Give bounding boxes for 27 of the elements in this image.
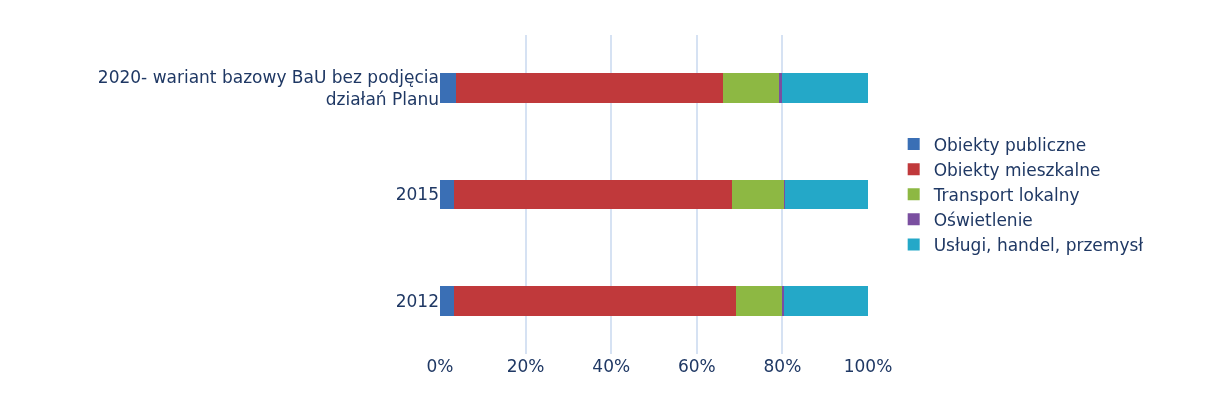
bar: [784, 179, 868, 210]
y-tick-label: 2015: [395, 184, 439, 205]
bar: [454, 285, 737, 316]
bar: [440, 73, 456, 104]
legend-label: Oświetlenie: [933, 209, 1033, 230]
y-tick-label: 2012: [395, 290, 439, 311]
x-tick-label: 40%: [592, 356, 631, 376]
bar: [736, 285, 783, 316]
bar: [731, 179, 785, 210]
bar: [454, 179, 732, 210]
legend-label: Transport lokalny: [932, 184, 1080, 205]
legend-label: Obiekty publiczne: [933, 134, 1087, 155]
x-tick-label: 0%: [426, 356, 454, 376]
bar: [440, 179, 455, 210]
bar: [781, 73, 868, 104]
bar: [455, 73, 723, 104]
x-tick-label: 20%: [506, 356, 545, 376]
x-tick-label: 60%: [677, 356, 716, 376]
bar: [440, 285, 455, 316]
x-tick-label: 80%: [763, 356, 802, 376]
bar: [722, 73, 780, 104]
bar: [779, 73, 782, 104]
x-tick-label: 100%: [843, 356, 893, 376]
legend-label: Usługi, handel, przemysł: [933, 235, 1144, 256]
legend-label: Obiekty mieszkalne: [933, 159, 1101, 180]
bar: [783, 285, 868, 316]
y-tick-label: 2020- wariant bazowy BaU bez podjęcia działań Planu: [97, 67, 439, 110]
